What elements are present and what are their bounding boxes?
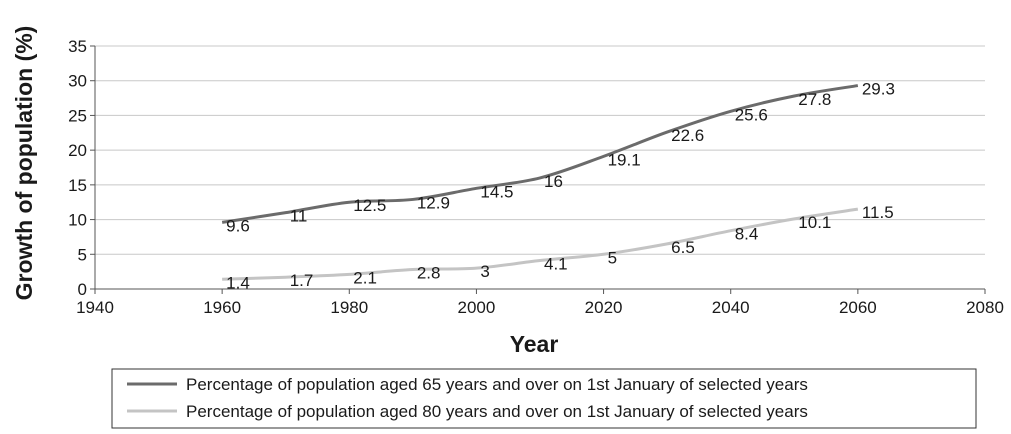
data-label: 1.4	[226, 273, 250, 292]
data-label: 14.5	[480, 182, 513, 201]
y-tick-label: 30	[68, 72, 87, 91]
data-label: 22.6	[671, 126, 704, 145]
data-label: 4.1	[544, 255, 568, 274]
y-tick-label: 15	[68, 176, 87, 195]
data-label: 1.7	[290, 271, 314, 290]
data-labels: 9.6 11 12.5 12.9 14.5 16 19.1 22.6 25.6 27.8 29.3 1…	[226, 80, 895, 293]
y-tick-label: 25	[68, 106, 87, 125]
data-label: 29.3	[862, 80, 895, 99]
data-label: 5	[608, 248, 617, 267]
data-label: 2.1	[353, 268, 377, 287]
series-line-0	[221, 84, 859, 224]
series-line-1	[222, 207, 859, 281]
data-label: 3	[480, 262, 489, 281]
y-tick-label: 5	[78, 245, 87, 264]
y-tick-label: 20	[68, 141, 87, 160]
data-label: 16	[544, 172, 563, 191]
x-tick-label: 2060	[839, 298, 877, 317]
x-tick-label: 2020	[585, 298, 623, 317]
data-label: 12.9	[417, 193, 450, 212]
legend-label-65: Percentage of population aged 65 years a…	[186, 375, 808, 394]
data-label: 6.5	[671, 238, 695, 257]
data-label: 8.4	[735, 225, 759, 244]
data-label: 10.1	[798, 213, 831, 232]
series-lines	[221, 84, 859, 281]
x-tick-label: 2000	[458, 298, 496, 317]
y-tick-label: 0	[78, 280, 87, 299]
x-tick-label: 1960	[203, 298, 241, 317]
data-label: 11.5	[862, 203, 894, 222]
legend-label-80: Percentage of population aged 80 years a…	[186, 402, 808, 421]
data-label: 12.5	[353, 196, 386, 215]
data-label: 25.6	[735, 105, 768, 124]
y-tick-label: 35	[68, 37, 87, 56]
x-tick-labels: 1940 1960 1980 2000 2020 2040 2060 2080	[76, 298, 1004, 317]
y-axis-title: Growth of population (%)	[11, 26, 37, 301]
data-label: 11	[290, 207, 308, 226]
data-label: 2.8	[417, 264, 441, 283]
legend-box	[111, 368, 977, 429]
data-label: 9.6	[226, 216, 250, 235]
x-tick-label: 1940	[76, 298, 114, 317]
y-tick-labels: 0 5 10 15 20 25 30 35	[68, 37, 87, 299]
axes	[90, 45, 986, 294]
x-tick-label: 2080	[966, 298, 1004, 317]
legend: Percentage of population aged 65 years a…	[111, 368, 977, 429]
y-tick-label: 10	[68, 211, 87, 230]
data-label: 19.1	[608, 150, 641, 169]
x-tick-label: 1980	[330, 298, 368, 317]
data-label: 27.8	[798, 90, 831, 109]
x-tick-label: 2040	[712, 298, 750, 317]
x-axis-title: Year	[510, 331, 559, 357]
